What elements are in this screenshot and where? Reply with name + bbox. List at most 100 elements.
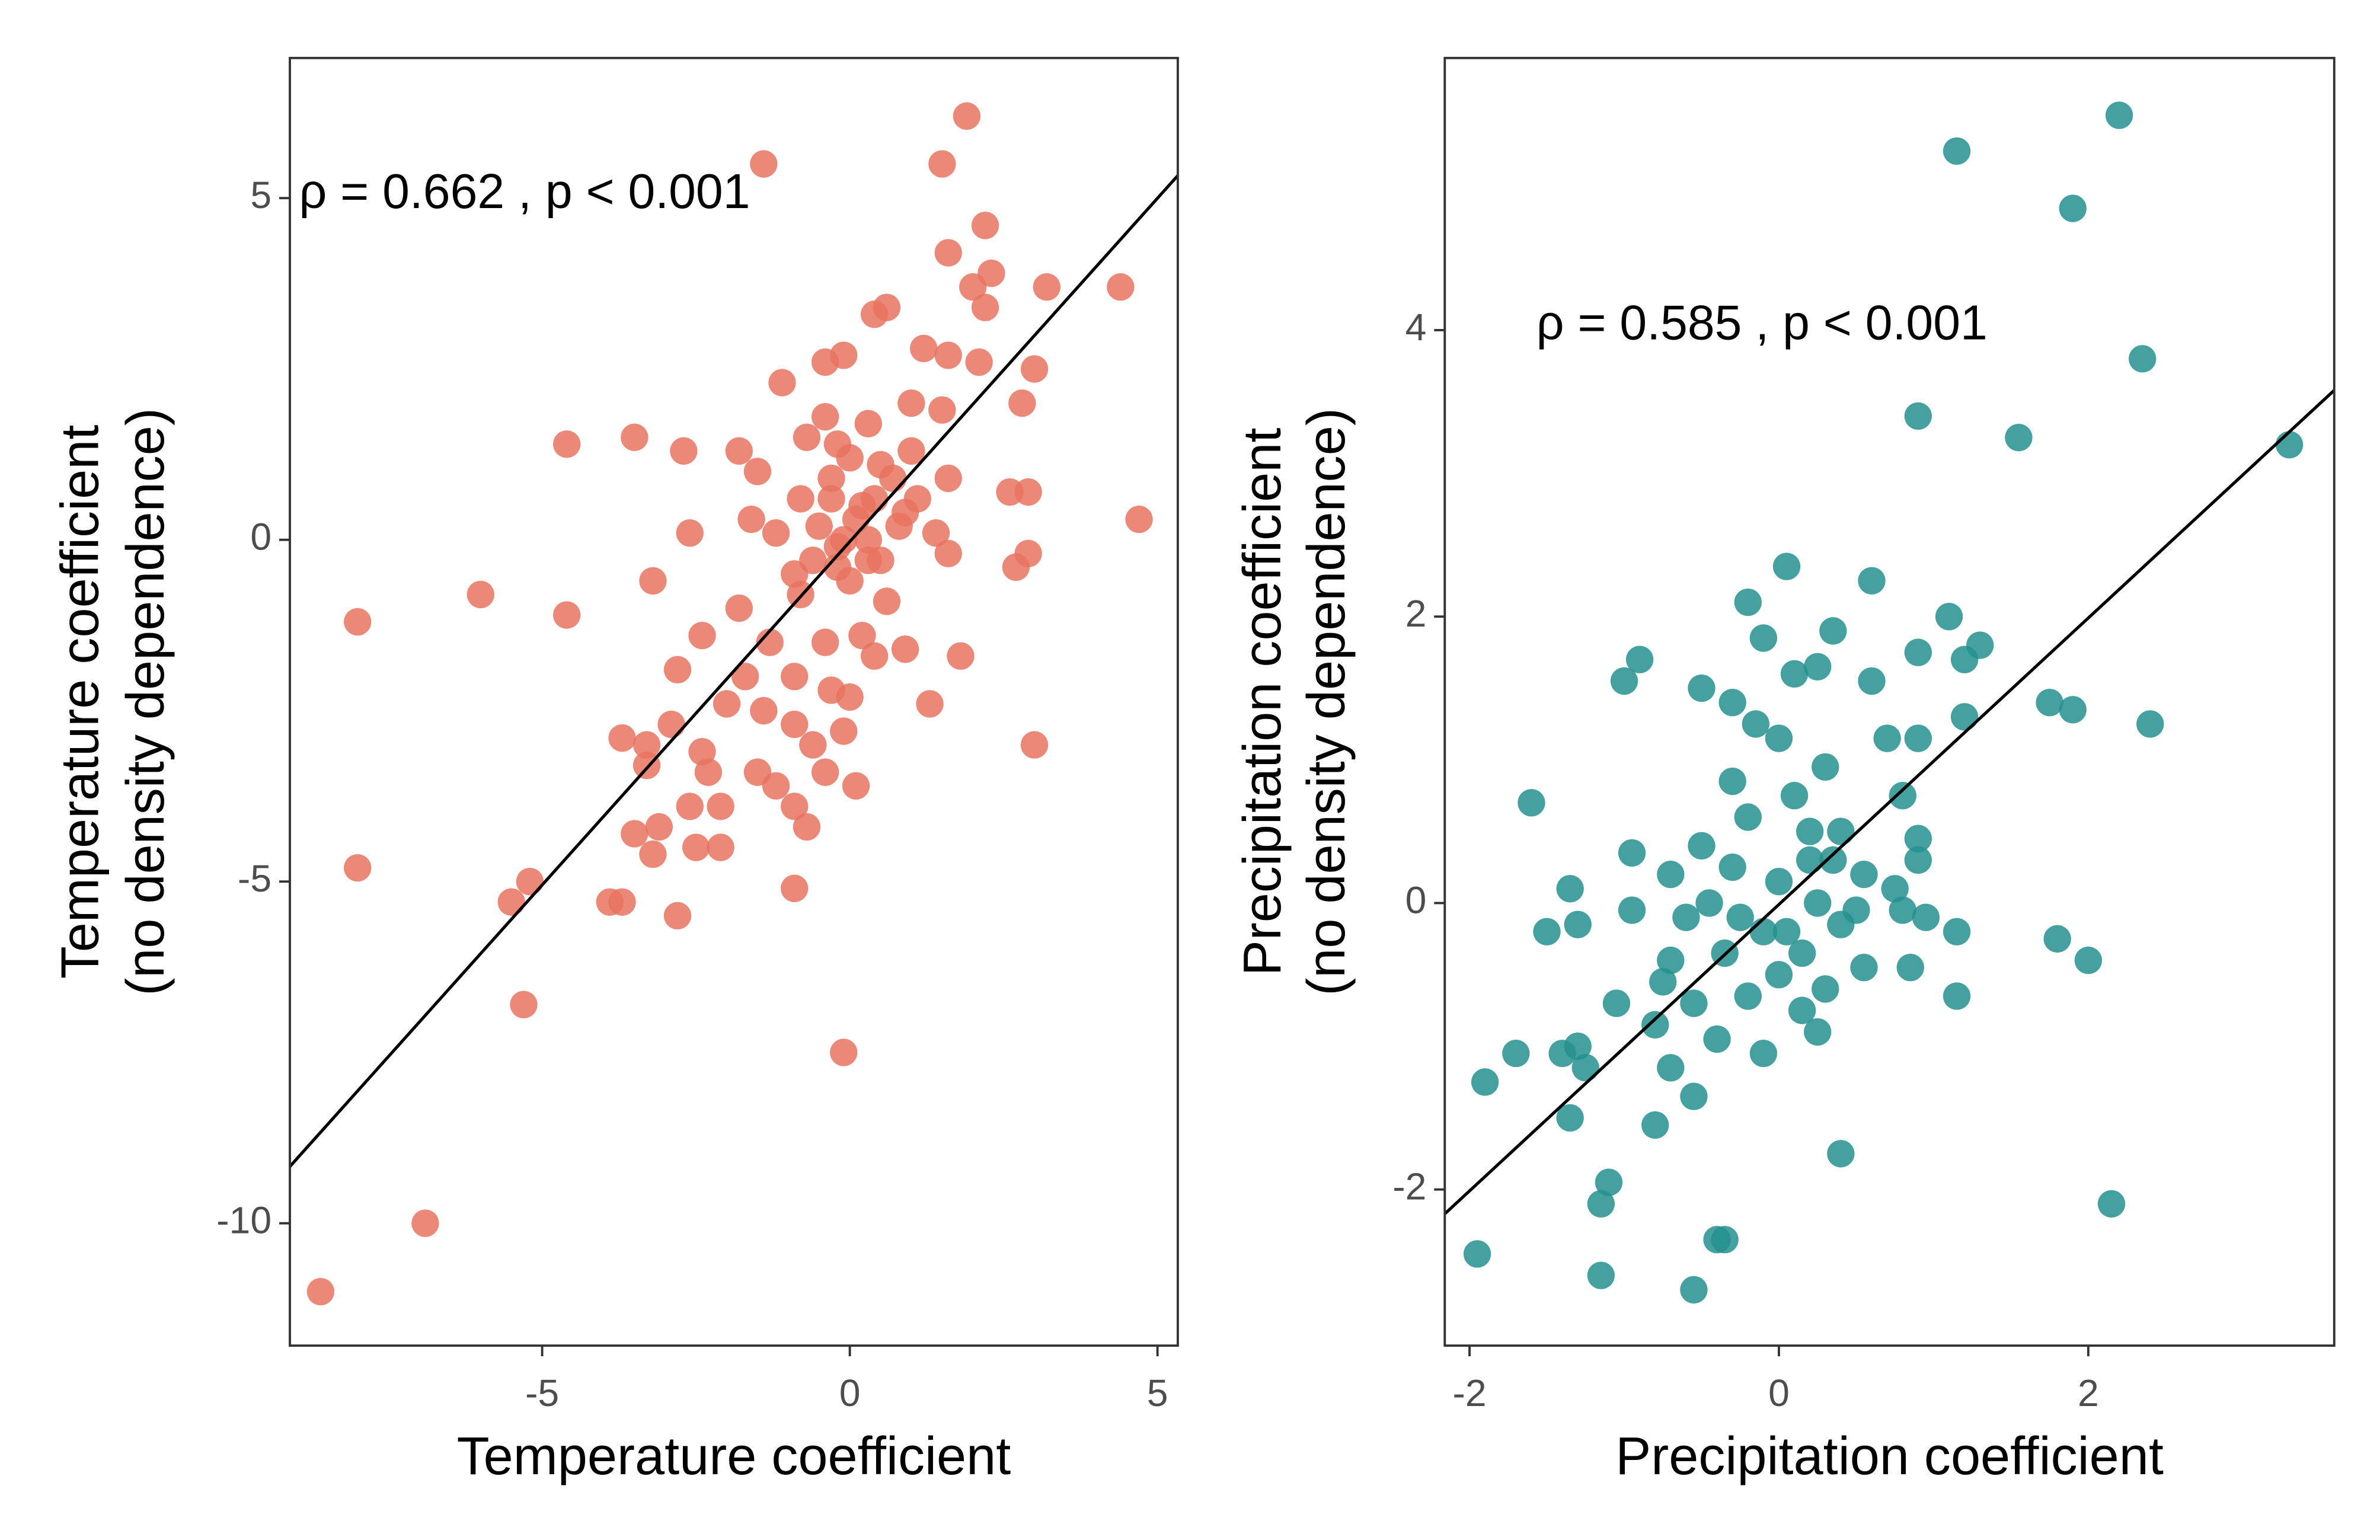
point [1618,896,1646,924]
point [781,663,809,691]
y-tick-label: 0 [1405,878,1427,921]
point [1657,946,1685,975]
point [1749,1039,1778,1068]
point [860,301,889,328]
point [737,505,765,533]
point [1641,1111,1669,1139]
point [1873,724,1901,752]
point [1657,860,1685,889]
y-tick-label: 0 [250,516,271,558]
y-tick-label: 4 [1405,306,1427,349]
point [1935,603,1963,631]
point [670,437,698,465]
point [1703,1025,1731,1053]
x-tick-label: 5 [1147,1372,1168,1414]
point [1772,552,1801,580]
point [1827,910,1855,938]
point [762,519,790,547]
point [2105,101,2133,129]
point [1943,137,1971,165]
point [811,402,839,431]
point [1804,1018,1832,1046]
y-axis-title: (no density dependence) [116,408,175,996]
point [1680,1276,1708,1303]
point [1780,782,1809,810]
point [344,854,372,882]
x-tick-label: -2 [1452,1372,1486,1414]
point [854,547,882,574]
point [1850,860,1878,889]
point [799,731,827,759]
point [860,485,889,513]
point [2074,946,2103,975]
point [731,663,759,691]
point [682,833,710,861]
fit-line [289,174,1179,1168]
point [959,273,987,301]
point [1788,996,1816,1024]
point [621,820,648,848]
point [1548,1039,1576,1068]
point [934,464,962,493]
point [467,580,494,609]
point [781,874,809,902]
point [928,396,956,424]
point [860,642,889,670]
point [1749,624,1778,652]
point [836,444,864,472]
point [1718,767,1746,795]
point [903,485,931,513]
point [306,1277,335,1306]
point [1571,1054,1599,1082]
point [1804,653,1832,680]
y-tick-label: 2 [1405,592,1427,635]
point [830,1039,858,1066]
point [1734,982,1762,1010]
point [750,696,778,725]
point [2036,688,2063,717]
point [787,485,814,513]
point [1858,667,1886,695]
point [657,710,685,739]
x-axis-title: Precipitation coefficient [1615,1426,2164,1486]
point [1827,817,1855,845]
point [707,833,734,861]
point [552,430,581,458]
point [516,868,544,896]
point [934,239,962,267]
point [1033,273,1060,301]
point [934,341,962,369]
point [1107,273,1135,301]
point [781,560,809,588]
point [608,888,636,916]
point [965,348,993,376]
point [1943,982,1971,1010]
point [1726,903,1754,931]
point [552,601,581,629]
y-tick-label: 5 [250,174,271,216]
point [1780,660,1809,688]
point [1896,954,1924,982]
annotation: ρ = 0.585 , p < 0.001 [1536,296,1988,350]
point [1904,638,1932,666]
point [1014,478,1042,506]
point [725,437,753,465]
point [632,731,661,759]
point [916,690,944,718]
point [1625,646,1654,673]
point [1657,1054,1685,1082]
point [830,526,858,554]
point [756,628,784,656]
point [762,772,790,800]
x-tick-label: -5 [525,1372,559,1414]
x-axis-title: Temperature coefficient [457,1426,1011,1486]
point [1812,753,1839,781]
point [1904,846,1932,874]
point [1587,1261,1615,1289]
point [1595,1168,1623,1196]
point [1950,646,1979,673]
point [817,464,845,493]
point [694,758,723,786]
point [1765,868,1793,896]
